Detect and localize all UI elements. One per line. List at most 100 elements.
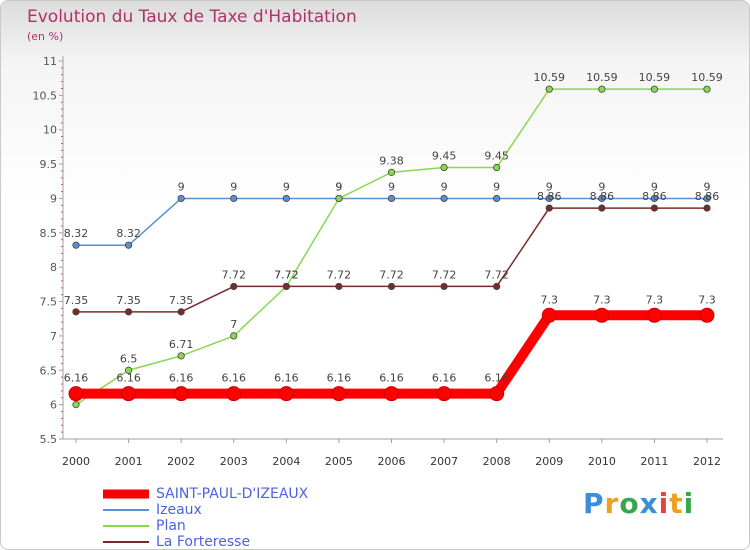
y-tick-label: 7.5 — [40, 296, 58, 309]
data-label-la-forteresse: 7.72 — [432, 268, 457, 281]
data-point-plan — [598, 85, 606, 93]
data-label-izeaux: 9 — [546, 180, 553, 193]
data-point-la-forteresse — [124, 308, 133, 316]
data-point-saint-paul-d-izeaux — [436, 386, 452, 402]
data-point-la-forteresse — [72, 308, 80, 316]
data-label-izeaux: 9 — [441, 180, 448, 193]
data-point-la-forteresse — [493, 282, 501, 291]
data-point-plan — [72, 401, 80, 409]
y-tick-label: 5.5 — [40, 433, 58, 446]
y-tick-label: 10.5 — [33, 89, 58, 102]
data-label-la-forteresse: 7.35 — [116, 294, 141, 307]
data-point-la-forteresse — [387, 282, 396, 291]
data-label-saint-paul-d-izeaux: 6.16 — [432, 372, 457, 385]
data-point-izeaux — [493, 194, 501, 203]
data-label-la-forteresse: 7.72 — [327, 268, 352, 281]
data-point-plan — [335, 194, 343, 203]
data-point-la-forteresse — [177, 308, 185, 316]
x-tick-label: 2012 — [693, 455, 721, 468]
data-point-saint-paul-d-izeaux — [489, 386, 505, 402]
data-label-la-forteresse: 7.72 — [274, 268, 299, 281]
data-label-izeaux: 8.32 — [64, 227, 89, 240]
data-point-izeaux — [282, 194, 290, 203]
data-label-la-forteresse: 8.86 — [695, 190, 720, 203]
data-label-plan: 7 — [230, 318, 237, 331]
y-tick-label: 10 — [43, 124, 57, 137]
data-point-izeaux — [230, 194, 238, 203]
data-label-saint-paul-d-izeaux: 6.16 — [169, 372, 194, 385]
data-label-plan: 9.45 — [484, 150, 509, 163]
data-label-saint-paul-d-izeaux: 6.16 — [64, 372, 89, 385]
data-point-la-forteresse — [650, 204, 659, 212]
legend-swatch-la-forteresse — [103, 541, 149, 543]
chart-title: Evolution du Taux de Taxe d'Habitation — [27, 7, 357, 27]
y-tick-label: 9.5 — [40, 158, 58, 171]
data-label-izeaux: 9 — [493, 180, 500, 193]
legend-item-saint-paul: SAINT-PAUL-D'IZEAUX — [101, 486, 341, 503]
data-label-la-forteresse: 7.72 — [484, 268, 509, 281]
y-tick-label: 8 — [50, 261, 57, 274]
data-label-saint-paul-d-izeaux: 6.16 — [274, 372, 299, 385]
legend-label-la-forteresse: La Forteresse — [156, 534, 251, 550]
data-point-izeaux — [124, 241, 133, 249]
x-tick-label: 2004 — [272, 455, 300, 468]
y-tick-label: 11 — [43, 55, 57, 68]
data-label-izeaux: 9 — [335, 180, 342, 193]
data-label-plan: 10.59 — [639, 71, 671, 84]
x-tick-label: 2007 — [430, 455, 458, 468]
data-point-la-forteresse — [703, 204, 711, 212]
data-point-saint-paul-d-izeaux — [331, 386, 347, 402]
x-tick-label: 2003 — [220, 455, 248, 468]
x-tick-label: 2005 — [325, 455, 353, 468]
data-label-saint-paul-d-izeaux: 6.16 — [222, 372, 247, 385]
data-point-plan — [650, 85, 659, 93]
data-label-saint-paul-d-izeaux: 6.16 — [379, 372, 404, 385]
x-tick-label: 2000 — [62, 455, 90, 468]
data-point-la-forteresse — [545, 204, 553, 212]
data-label-plan: 10.59 — [586, 71, 618, 84]
series-line-izeaux — [76, 197, 707, 246]
x-tick-label: 2008 — [483, 455, 511, 468]
y-tick-label: 8.5 — [40, 227, 58, 240]
data-point-saint-paul-d-izeaux — [541, 307, 557, 323]
data-label-saint-paul-d-izeaux: 7.3 — [646, 293, 664, 306]
data-label-izeaux: 9 — [388, 180, 395, 193]
data-label-izeaux: 9 — [230, 180, 237, 193]
data-label-la-forteresse: 8.86 — [590, 190, 615, 203]
data-point-saint-paul-d-izeaux — [646, 307, 662, 323]
data-label-la-forteresse: 8.86 — [537, 190, 562, 203]
data-point-izeaux — [703, 194, 711, 203]
legend-item-la-forteresse: La Forteresse — [101, 534, 341, 550]
data-point-izeaux — [545, 194, 553, 203]
data-point-plan — [440, 163, 448, 172]
legend-label-plan: Plan — [156, 518, 186, 534]
data-label-izeaux: 9 — [704, 180, 711, 193]
data-label-izeaux: 8.32 — [116, 227, 141, 240]
data-label-izeaux: 9 — [178, 180, 185, 193]
data-point-izeaux — [72, 241, 80, 249]
data-label-izeaux: 9 — [283, 180, 290, 193]
data-label-la-forteresse: 7.35 — [169, 294, 194, 307]
data-point-la-forteresse — [230, 282, 238, 291]
data-point-plan — [387, 168, 396, 176]
data-label-plan: 6.71 — [169, 338, 194, 351]
data-point-plan — [177, 352, 185, 360]
legend-label-saint-paul: SAINT-PAUL-D'IZEAUX — [156, 486, 309, 502]
data-point-izeaux — [177, 194, 185, 203]
data-label-la-forteresse: 7.72 — [379, 268, 404, 281]
data-label-saint-paul-d-izeaux: 7.3 — [541, 293, 559, 306]
data-point-la-forteresse — [598, 204, 606, 212]
y-tick-label: 6.5 — [40, 364, 58, 377]
x-tick-label: 2011 — [640, 455, 668, 468]
data-point-plan — [545, 85, 553, 93]
data-point-plan — [493, 163, 501, 172]
data-label-plan: 10.59 — [691, 71, 723, 84]
data-point-plan — [703, 85, 711, 93]
data-point-izeaux — [598, 194, 606, 203]
data-label-saint-paul-d-izeaux: 6.16 — [484, 372, 509, 385]
data-point-izeaux — [650, 194, 659, 203]
data-label-plan: 10.59 — [534, 71, 566, 84]
series-line-plan — [75, 88, 707, 406]
